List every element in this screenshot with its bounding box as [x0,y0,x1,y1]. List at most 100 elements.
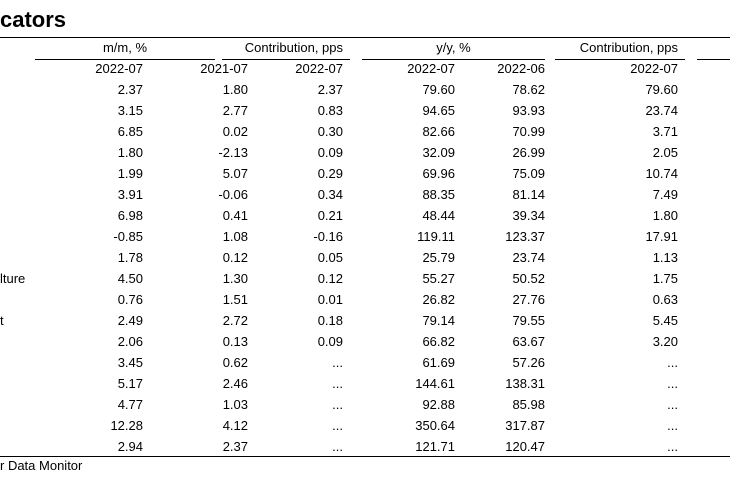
cell: ... [332,418,343,433]
cell: 6.85 [117,124,143,139]
cell: 350.64 [415,418,455,433]
cell: 0.30 [317,124,343,139]
cell: 88.35 [422,187,455,202]
cell: 0.34 [317,187,343,202]
cell: 85.98 [512,397,545,412]
cell: 3.15 [117,103,143,118]
cell: 1.80 [222,82,248,97]
cell: 0.05 [317,250,343,265]
cell: 4.50 [117,271,143,286]
cell: 1.80 [652,208,678,223]
cell: 23.74 [645,103,678,118]
group-header: Contribution, pps [244,40,343,55]
cell: 119.11 [417,229,455,244]
cell: 27.76 [512,292,545,307]
cell: 50.52 [512,271,545,286]
row-label: lture [0,271,26,286]
cell: 0.13 [222,334,248,349]
cell: 4.12 [222,418,248,433]
cell: -0.16 [313,229,343,244]
cell: 5.45 [652,313,678,328]
cell: 12.28 [110,418,143,433]
rule [555,59,685,60]
cell: ... [332,355,343,370]
cell: 0.63 [652,292,678,307]
cell: 1.99 [117,166,143,181]
rule [35,59,215,60]
cell: 120.47 [505,439,545,454]
cell: 2.94 [117,439,143,454]
cell: 1.03 [222,397,248,412]
cell: 75.09 [512,166,545,181]
column-header: 2022-07 [630,61,678,76]
cell: 1.75 [652,271,678,286]
cell: 0.12 [317,271,343,286]
cell: 17.91 [645,229,678,244]
cell: 5.07 [222,166,248,181]
cell: ... [667,397,678,412]
cell: -0.85 [113,229,143,244]
cell: ... [667,439,678,454]
group-header: Contribution, pps [579,40,678,55]
cell: 3.45 [117,355,143,370]
cell: 0.12 [222,250,248,265]
cell: 0.29 [317,166,343,181]
cell: ... [332,439,343,454]
cell: 26.82 [422,292,455,307]
cell: 0.76 [117,292,143,307]
cell: 123.37 [505,229,545,244]
cell: 69.96 [422,166,455,181]
cell: 2.72 [222,313,248,328]
rule [697,59,730,60]
cell: ... [667,418,678,433]
cell: 1.78 [117,250,143,265]
cell: 2.77 [222,103,248,118]
cell: 2.05 [652,145,678,160]
cell: 0.21 [317,208,343,223]
cell: ... [667,376,678,391]
cell: 0.09 [317,334,343,349]
cell: 138.31 [505,376,545,391]
cell: -2.13 [218,145,248,160]
cell: 79.55 [512,313,545,328]
cell: ... [667,355,678,370]
cell: 0.62 [222,355,248,370]
cell: 2.37 [222,439,248,454]
cell: 94.65 [422,103,455,118]
column-header: 2022-07 [95,61,143,76]
cell: 1.13 [652,250,678,265]
cell: 144.61 [415,376,455,391]
rule [0,37,730,38]
rule [362,59,545,60]
cell: 92.88 [422,397,455,412]
cell: 82.66 [422,124,455,139]
cell: 55.27 [422,271,455,286]
cell: 1.30 [222,271,248,286]
cell: 2.37 [317,82,343,97]
cell: 0.01 [317,292,343,307]
cell: 317.87 [505,418,545,433]
cell: 63.67 [512,334,545,349]
cell: 0.02 [222,124,248,139]
source: r Data Monitor [0,458,83,473]
cell: 81.14 [512,187,545,202]
cell: 7.49 [652,187,678,202]
group-header: m/m, % [102,40,148,55]
cell: 48.44 [422,208,455,223]
cell: 70.99 [512,124,545,139]
cell: 57.26 [512,355,545,370]
cell: 0.18 [317,313,343,328]
cell: 2.46 [222,376,248,391]
row-label: t [0,313,4,328]
cell: ... [332,376,343,391]
group-header: y/y, % [436,40,471,55]
cell: 79.60 [422,82,455,97]
cell: 79.60 [645,82,678,97]
cell: 39.34 [512,208,545,223]
cell: 0.83 [317,103,343,118]
column-header: 2022-07 [295,61,343,76]
cell: 5.17 [117,376,143,391]
cell: 10.74 [645,166,678,181]
cell: -0.06 [218,187,248,202]
